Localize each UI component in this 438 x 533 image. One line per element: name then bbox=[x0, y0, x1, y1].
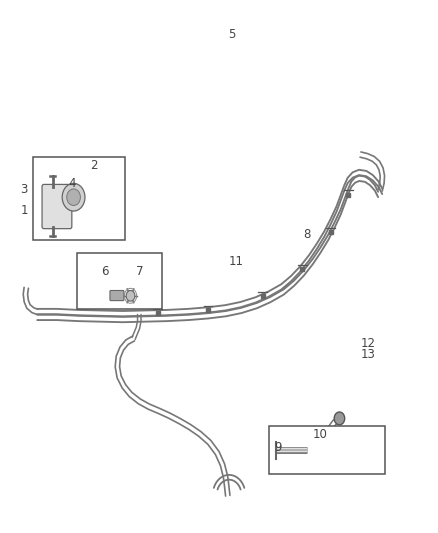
Circle shape bbox=[334, 412, 345, 425]
Text: 11: 11 bbox=[229, 255, 244, 268]
Text: 4: 4 bbox=[68, 177, 76, 190]
Text: 2: 2 bbox=[90, 159, 98, 172]
Circle shape bbox=[62, 183, 85, 211]
Circle shape bbox=[67, 189, 81, 206]
Text: 1: 1 bbox=[20, 204, 28, 217]
Text: 8: 8 bbox=[303, 228, 310, 241]
Text: 5: 5 bbox=[229, 28, 236, 41]
Text: 3: 3 bbox=[21, 183, 28, 196]
Bar bbox=[77, 253, 162, 309]
Text: 7: 7 bbox=[136, 265, 144, 278]
Text: 13: 13 bbox=[360, 348, 375, 361]
Text: 6: 6 bbox=[101, 265, 109, 278]
FancyBboxPatch shape bbox=[110, 290, 124, 301]
Text: 10: 10 bbox=[312, 428, 327, 441]
Text: 12: 12 bbox=[360, 337, 375, 350]
Circle shape bbox=[126, 290, 135, 301]
Text: 9: 9 bbox=[274, 441, 282, 454]
Bar bbox=[33, 157, 125, 240]
Bar bbox=[269, 426, 385, 474]
FancyBboxPatch shape bbox=[42, 184, 72, 229]
